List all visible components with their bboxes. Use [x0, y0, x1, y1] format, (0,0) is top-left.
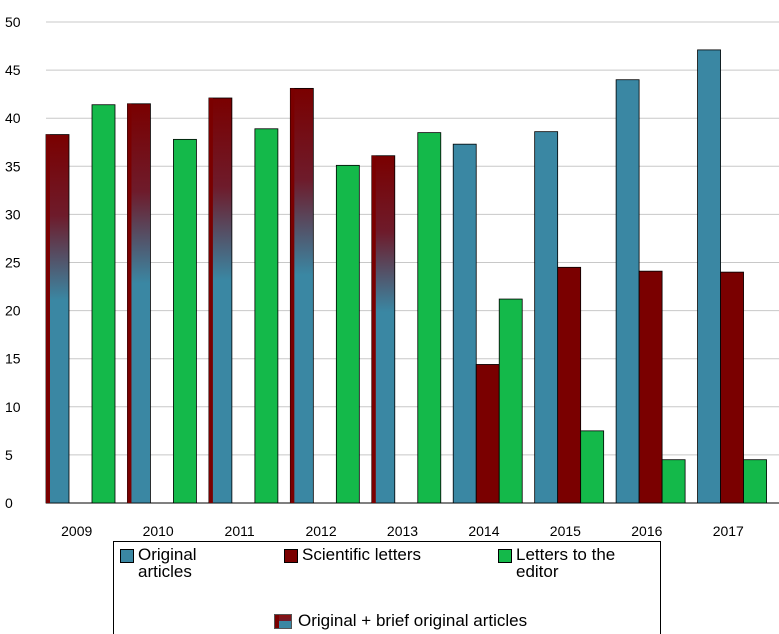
y-tick-label: 40: [5, 110, 21, 126]
bar-editor-2009: [91, 104, 116, 504]
x-tick-label: 2009: [61, 523, 92, 539]
x-tick-label: 2012: [305, 523, 336, 539]
y-tick-label: 25: [5, 255, 21, 271]
legend: Original articles Scientific letters Let…: [113, 541, 661, 634]
bar-edge-2009: [46, 134, 50, 503]
y-axis-ticks: 0 5 10 15 20 25 30 35 40 45 50: [5, 14, 21, 511]
x-tick-label: 2016: [631, 523, 662, 539]
legend-swatch-letters-to-editor: [498, 549, 512, 563]
legend-item-scientific-letters: Scientific letters: [284, 546, 421, 563]
legend-label-combined: Original + brief original articles: [298, 611, 528, 630]
bar-chart: 0 5 10 15 20 25 30 35 40 45 50 2009 2010 2011 2012 201…: [5, 14, 779, 539]
bar-editor-2014: [498, 298, 523, 504]
bar-original-2014: [452, 143, 477, 504]
y-tick-label: 35: [5, 158, 21, 174]
bar-editor-2010: [173, 138, 197, 504]
y-tick-label: 5: [5, 447, 13, 463]
x-axis-ticks: 2009 2010 2011 2012 2013 2014 2015 2016 2017: [61, 523, 744, 539]
bar-editor-2011: [254, 128, 279, 504]
bar-editor-2016: [661, 459, 686, 504]
legend-swatch-combined: [274, 614, 292, 629]
legend-swatch-original: [120, 549, 134, 563]
legend-swatch-scientific-letters: [284, 549, 298, 563]
legend-label-original: Original articles: [138, 545, 197, 581]
bar-editor-2012: [335, 164, 360, 504]
bar-letters-2014: [475, 364, 500, 504]
bar-letters-2015: [557, 266, 582, 504]
x-tick-label: 2010: [143, 523, 174, 539]
y-tick-label: 0: [5, 495, 13, 511]
bar-editor-2017: [743, 459, 767, 504]
gridlines: [46, 21, 779, 504]
bar-editor-2013: [417, 132, 442, 504]
bar-letters-2017: [720, 271, 744, 504]
bar-edge-2013: [371, 155, 376, 503]
y-tick-label: 45: [5, 62, 21, 78]
legend-item-original: Original articles: [120, 546, 197, 580]
bar-letters-2016: [638, 270, 663, 504]
bar-original-2015: [534, 131, 559, 504]
y-tick-label: 50: [5, 14, 21, 30]
legend-item-combined: Original + brief original articles: [274, 612, 527, 629]
y-tick-label: 15: [5, 351, 21, 367]
y-tick-label: 10: [5, 399, 21, 415]
y-tick-label: 30: [5, 206, 21, 222]
bar-edge-2011: [208, 97, 213, 504]
bars: [45, 49, 767, 504]
legend-item-letters-to-editor: Letters to the editor: [498, 546, 615, 580]
x-tick-label: 2015: [550, 523, 581, 539]
x-tick-label: 2013: [387, 523, 418, 539]
bar-edge-2010: [127, 103, 132, 504]
x-tick-label: 2011: [225, 523, 255, 539]
bar-original-2016: [615, 79, 640, 504]
x-tick-label: 2017: [713, 523, 744, 539]
legend-label-scientific-letters: Scientific letters: [302, 545, 422, 564]
x-tick-label: 2014: [468, 523, 499, 539]
legend-label-letters-to-editor: Letters to the editor: [516, 545, 616, 581]
bar-editor-2015: [580, 430, 605, 504]
bar-edge-2012: [290, 88, 295, 504]
y-tick-label: 20: [5, 303, 21, 319]
bar-original-2017: [697, 49, 721, 504]
